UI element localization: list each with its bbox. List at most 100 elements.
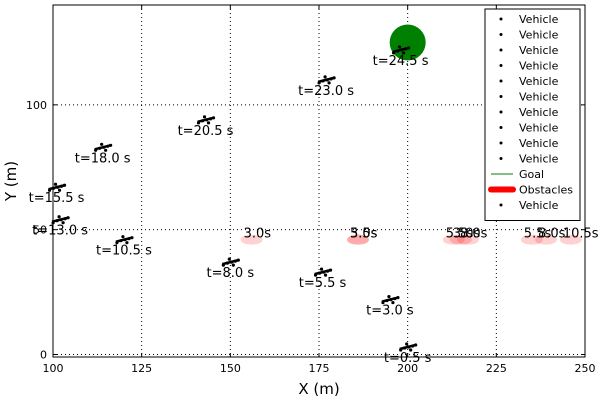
y-tick-label: 50 [33, 224, 47, 237]
vehicle-point [405, 342, 409, 346]
obstacle-marker [520, 234, 543, 245]
vehicle-point [391, 300, 395, 305]
vehicle-point [62, 183, 67, 187]
x-tick-label: 125 [131, 362, 152, 375]
legend-marker [499, 95, 503, 98]
legend-item: Vehicle [499, 153, 559, 166]
vehicle-point [51, 186, 56, 190]
vehicle-point [319, 267, 324, 271]
vehicle-point [406, 46, 411, 50]
vehicle-point [332, 76, 336, 80]
vehicle-point [385, 298, 389, 303]
vehicle-point [313, 273, 318, 277]
obstacle-marker [347, 234, 370, 245]
vehicle-point [399, 48, 404, 52]
vehicle-point [127, 237, 131, 241]
legend-item: Vehicle [499, 13, 559, 26]
legend-box [484, 8, 581, 221]
vehicle-point [59, 218, 63, 222]
vehicle-point [401, 51, 406, 55]
legend-item: Vehicle [499, 137, 559, 150]
vehicle-point [387, 294, 391, 299]
legend-label: Vehicle [519, 60, 559, 73]
vehicle-point [321, 79, 325, 83]
legend-marker [499, 110, 503, 114]
vehicle-point [59, 184, 64, 188]
legend-label: Vehicle [519, 137, 559, 150]
legend-item: Vehicle [499, 122, 559, 135]
legend-item: Vehicle [499, 91, 559, 104]
vehicle-point [104, 148, 108, 152]
vehicle-point [389, 297, 393, 302]
vehicle-point [403, 346, 407, 350]
legend: Vehicle Vehicle Vehicle Vehicle Vehicle Vehic… [484, 8, 581, 221]
legend-marker [499, 17, 503, 21]
obstacle-label: 8.0s [460, 227, 488, 242]
vehicle-point [211, 116, 216, 120]
vehicle-point [395, 49, 400, 53]
legend-marker [499, 48, 503, 52]
vehicle-marker [399, 342, 418, 352]
vehicle-point [204, 118, 209, 122]
vehicle-point [329, 77, 333, 81]
vehicle-label: t=23.0 s [298, 84, 354, 99]
vehicle-point [125, 241, 129, 245]
legend-marker [499, 141, 503, 145]
legend-label: Goal [519, 168, 544, 181]
y-tick-label: 100 [26, 99, 47, 112]
obstacle-marker [559, 234, 582, 245]
vehicle-point [321, 270, 326, 274]
vehicle-point [63, 217, 67, 221]
vehicle-point [102, 145, 106, 149]
vehicle-point [100, 142, 104, 146]
obstacle-label: 5.5s [350, 227, 378, 242]
legend-marker [499, 157, 503, 160]
legend-label: Vehicle [519, 13, 559, 26]
vehicle-point [396, 295, 400, 300]
vehicle-point [399, 348, 403, 352]
x-tick-label: 200 [397, 362, 418, 375]
vehicle-point [106, 144, 110, 148]
vehicle-point [221, 263, 225, 267]
x-tick-label: 175 [309, 362, 330, 375]
vehicle-point [236, 258, 240, 262]
vehicle-point [325, 78, 329, 82]
legend-label: Vehicle [519, 122, 559, 135]
vehicle-label: t=24.5 s [373, 54, 429, 69]
vehicle-point [130, 236, 134, 240]
vehicle-marker [391, 45, 411, 55]
legend-label: Vehicle [519, 44, 559, 57]
vehicle-point [414, 343, 418, 347]
legend-label: Vehicle [519, 153, 559, 166]
vehicle-point [327, 81, 331, 85]
legend-marker [499, 79, 503, 83]
vehicle-point [200, 119, 205, 123]
vehicle-point [121, 235, 125, 239]
vehicle-marker [317, 75, 336, 85]
vehicle-point [206, 121, 211, 125]
vehicle-point [411, 344, 415, 348]
obstacle-label: 10.5s [563, 227, 599, 242]
vehicle-point [55, 219, 59, 223]
legend-item: Obstacles [488, 184, 573, 197]
x-tick-label: 150 [220, 362, 241, 375]
vehicle-label: t=18.0 s [75, 151, 131, 166]
vehicle-point [115, 241, 119, 245]
vehicle-label: t=20.5 s [178, 124, 234, 139]
y-tick-label: 0 [40, 349, 47, 362]
vehicle-label: t=3.0 s [366, 304, 414, 319]
legend-item: Vehicle [499, 106, 559, 119]
legend-marker [499, 64, 503, 67]
obstacle-label: 5.5s [446, 227, 474, 242]
vehicle-point [61, 221, 65, 225]
vehicle-point [381, 300, 385, 305]
vehicle-point [202, 115, 207, 119]
x-tick-label: 225 [486, 362, 507, 375]
vehicle-point [94, 148, 98, 152]
vehicle-point [323, 273, 328, 277]
legend-item: Goal [491, 168, 544, 181]
vehicle-label: t=5.5 s [299, 276, 347, 291]
obstacle-marker [456, 234, 479, 245]
vehicle-point [325, 269, 330, 273]
